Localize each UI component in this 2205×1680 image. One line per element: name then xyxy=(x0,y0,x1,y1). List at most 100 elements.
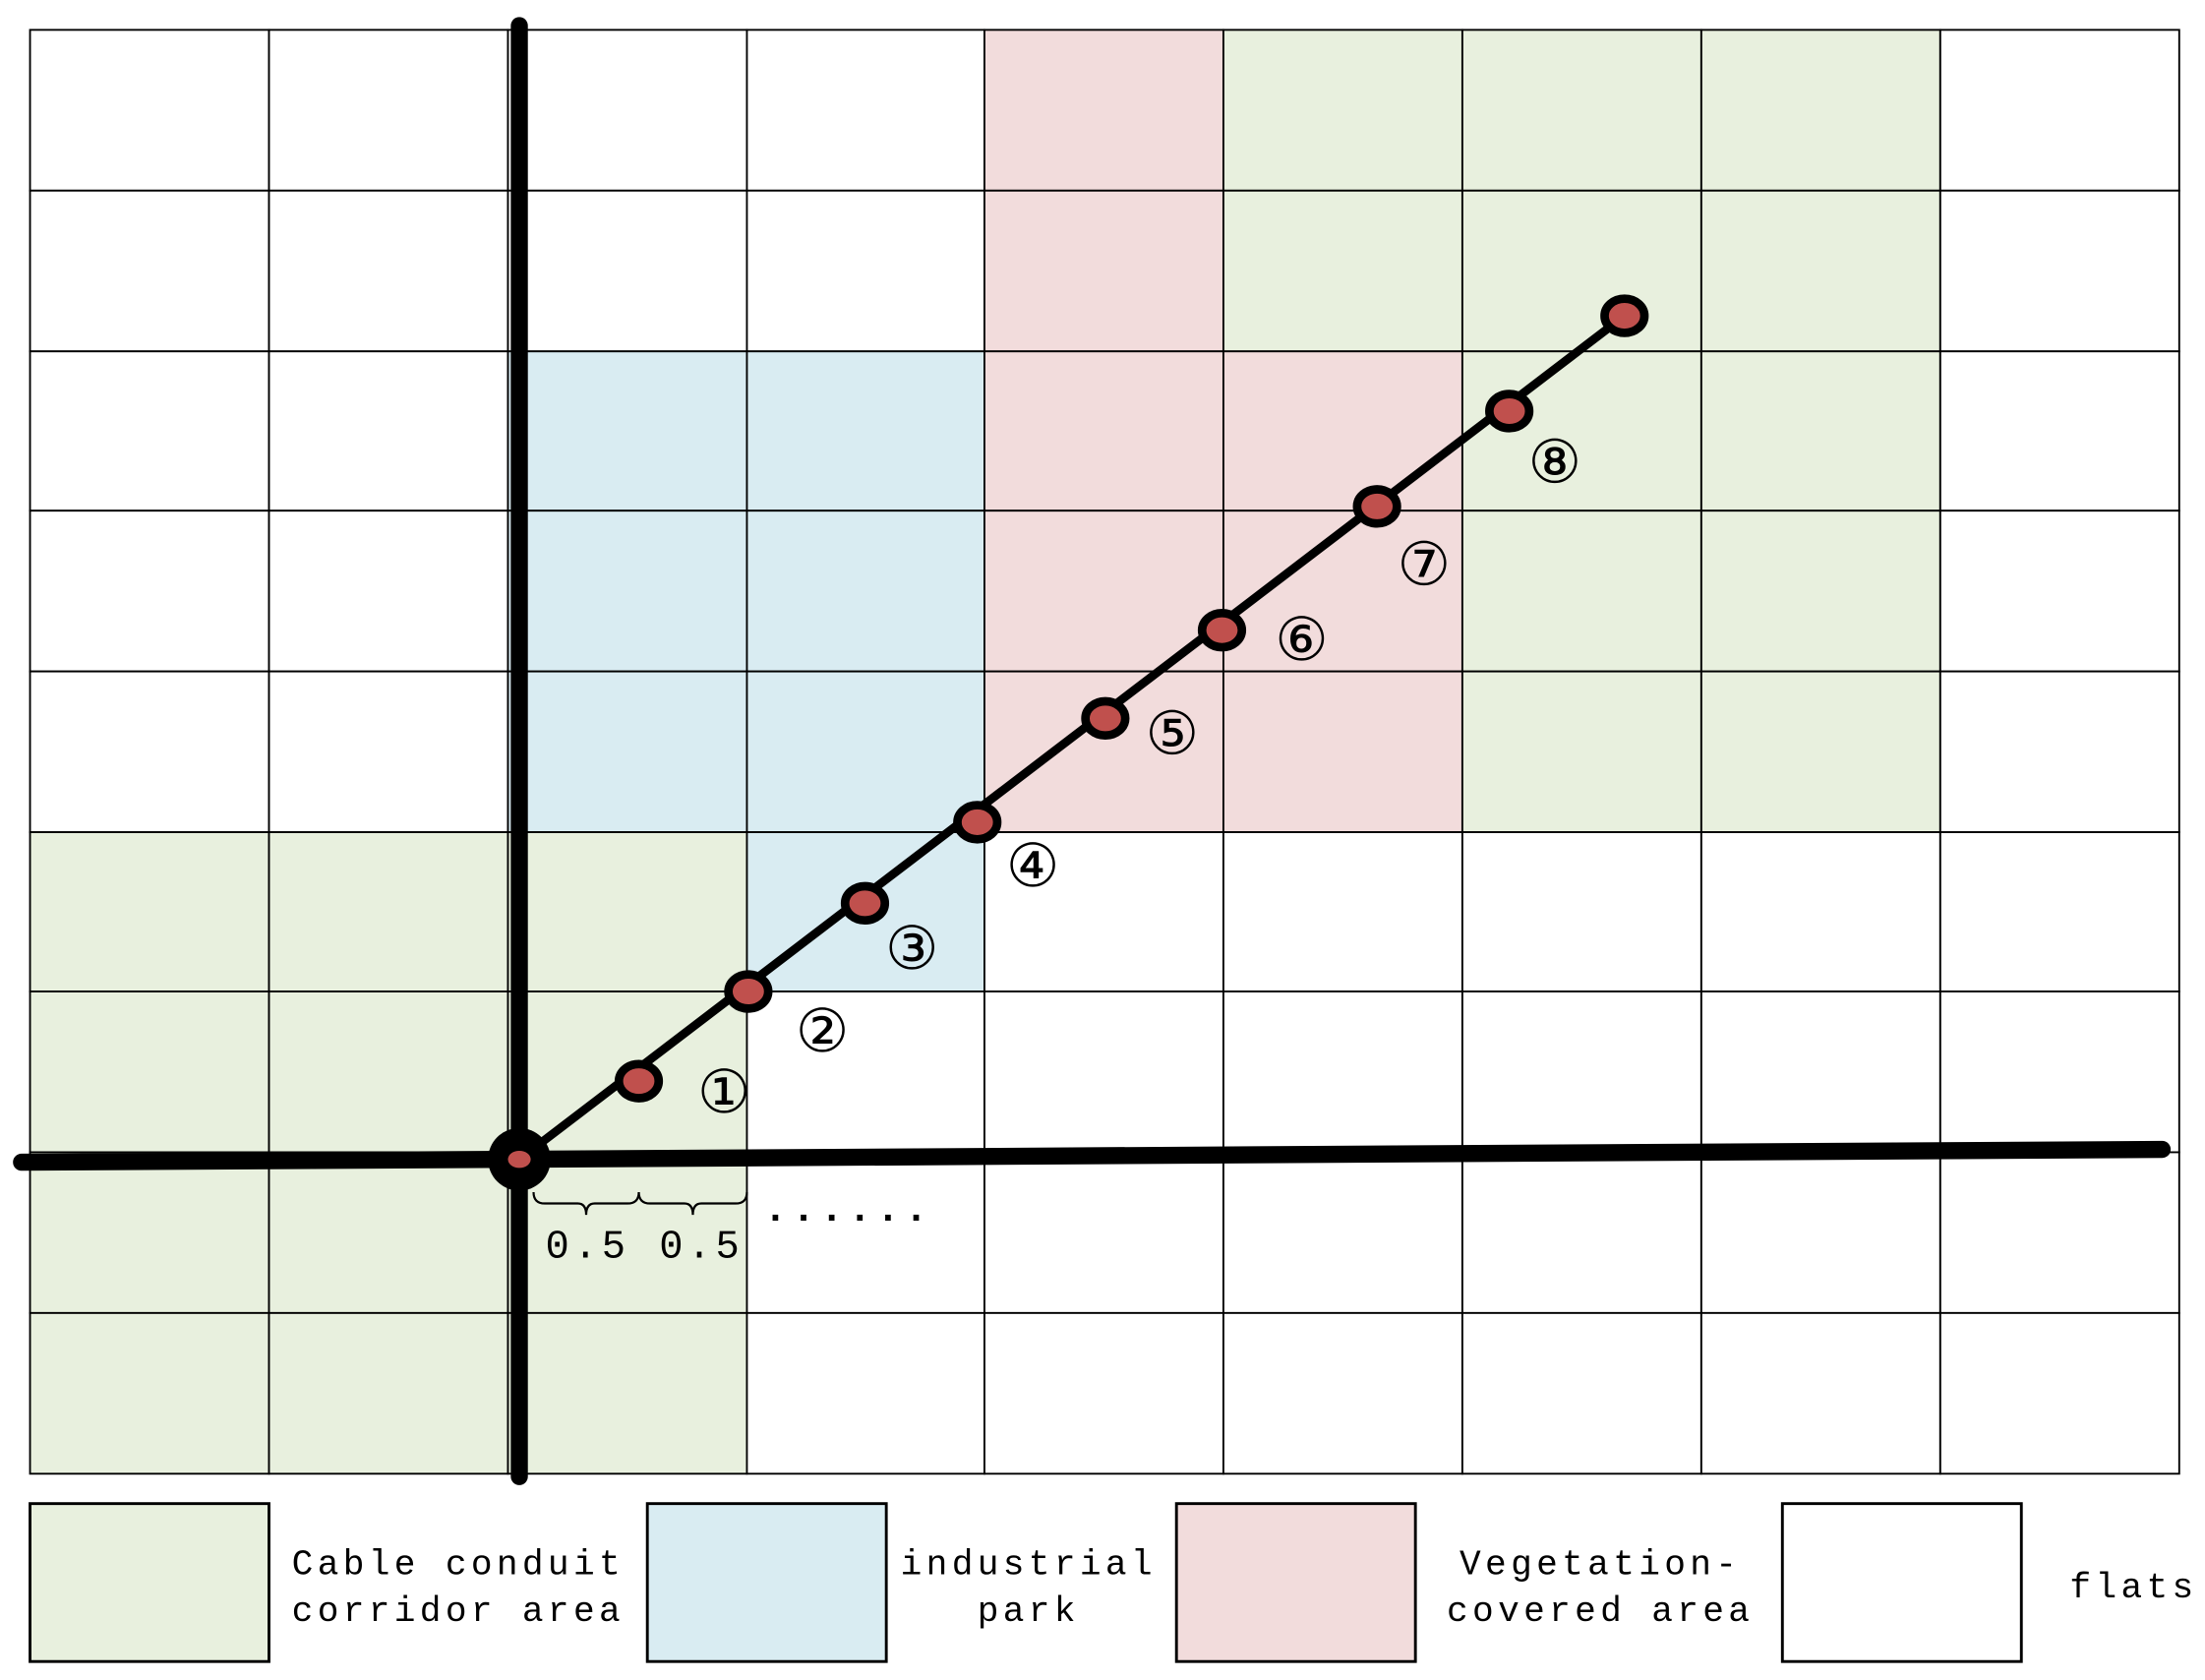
brace xyxy=(532,1191,640,1216)
grid-cell xyxy=(983,990,1224,1154)
node xyxy=(840,881,890,926)
legend-label: corridor area xyxy=(292,1591,625,1632)
grid-cell xyxy=(507,350,748,512)
grid-cell xyxy=(745,189,985,353)
legend-label: Cable conduit xyxy=(292,1544,625,1585)
grid-cell xyxy=(268,189,509,353)
grid-cell xyxy=(268,670,509,833)
grid-cell xyxy=(268,990,509,1154)
grid-cell xyxy=(1938,510,2180,673)
legend-label: park xyxy=(978,1591,1080,1632)
point-label: ① xyxy=(697,1058,750,1127)
grid-cell xyxy=(507,510,748,673)
grid-cell xyxy=(1460,29,1702,192)
node xyxy=(724,970,773,1013)
grid-cell xyxy=(1222,670,1463,833)
grid-cell xyxy=(1699,670,1941,833)
grid-cell xyxy=(29,29,270,192)
grid-cell xyxy=(1460,990,1702,1154)
grid-cell xyxy=(507,29,748,192)
node xyxy=(1081,696,1130,741)
grid-cell xyxy=(983,831,1224,992)
legend-label: covered area xyxy=(1447,1591,1754,1632)
node xyxy=(1600,294,1649,337)
grid-cell xyxy=(1699,510,1941,673)
grid-cell xyxy=(29,510,270,673)
grid-cell xyxy=(29,1311,270,1475)
grid-cell xyxy=(1699,990,1941,1154)
grid-cell xyxy=(1699,350,1941,512)
point-label: ⑦ xyxy=(1398,530,1451,599)
grid-cell xyxy=(1222,1151,1463,1314)
origin-dot xyxy=(507,1151,531,1169)
legend-label: flats xyxy=(2069,1568,2197,1608)
ellipsis: ...... xyxy=(763,1188,932,1233)
node xyxy=(1485,390,1534,433)
grid-cell xyxy=(29,670,270,833)
grid-cell xyxy=(983,189,1224,353)
node xyxy=(614,1059,664,1103)
scale-label: 0.5 xyxy=(659,1225,744,1270)
grid-cell xyxy=(29,831,270,992)
grid-cell xyxy=(983,510,1224,673)
grid-cell xyxy=(1699,831,1941,992)
point-label: ④ xyxy=(1006,832,1059,901)
legend-swatch xyxy=(29,1502,270,1663)
grid-cell xyxy=(268,510,509,673)
grid-cell xyxy=(1222,1311,1463,1475)
grid-cell xyxy=(1222,990,1463,1154)
grid-cell xyxy=(1222,29,1463,192)
legend-label: industrial xyxy=(901,1544,1157,1585)
grid-cell xyxy=(1699,1151,1941,1314)
grid-cell xyxy=(1222,831,1463,992)
grid-cell xyxy=(29,189,270,353)
grid-cell xyxy=(1938,670,2180,833)
grid-cell xyxy=(507,189,748,353)
grid-cell xyxy=(745,1311,985,1475)
grid-cell xyxy=(983,1311,1224,1475)
grid-cell xyxy=(745,510,985,673)
grid-cell xyxy=(1460,1311,1702,1475)
grid-cell xyxy=(507,1311,748,1475)
grid-cell xyxy=(1460,831,1702,992)
grid-cell xyxy=(745,670,985,833)
grid-cell xyxy=(745,350,985,512)
grid-cell xyxy=(1460,350,1702,512)
node xyxy=(1352,485,1401,528)
grid-cell xyxy=(29,1151,270,1314)
grid-cell xyxy=(1699,1311,1941,1475)
grid-cell xyxy=(1938,990,2180,1154)
grid-cell xyxy=(29,990,270,1154)
node xyxy=(953,801,1002,844)
brace xyxy=(637,1191,748,1216)
legend-swatch xyxy=(1174,1502,1417,1663)
grid-cell xyxy=(983,29,1224,192)
grid-cell xyxy=(1938,831,2180,992)
grid-cell xyxy=(1938,1311,2180,1475)
grid-cell xyxy=(1699,189,1941,353)
grid-cell xyxy=(1938,350,2180,512)
scale-label: 0.5 xyxy=(546,1225,630,1270)
point-label: ⑥ xyxy=(1275,606,1328,675)
grid-cell xyxy=(268,831,509,992)
grid-cell xyxy=(745,1151,985,1314)
grid-cell xyxy=(983,1151,1224,1314)
grid-cell xyxy=(1460,510,1702,673)
point-label: ③ xyxy=(885,915,938,984)
grid-cell xyxy=(268,350,509,512)
grid-cell xyxy=(1222,350,1463,512)
grid-cell xyxy=(29,350,270,512)
grid-cell xyxy=(1460,1151,1702,1314)
grid-cell xyxy=(1222,189,1463,353)
grid-cell xyxy=(745,990,985,1154)
grid-cell xyxy=(1699,29,1941,192)
route-line xyxy=(516,312,1628,1164)
grid-cell xyxy=(1938,1151,2180,1314)
grid-cell xyxy=(268,1311,509,1475)
horizontal-axis xyxy=(13,1140,2172,1171)
grid-cell xyxy=(745,29,985,192)
point-label: ② xyxy=(796,997,849,1066)
grid-cell xyxy=(1938,29,2180,192)
grid-cell xyxy=(1460,189,1702,353)
